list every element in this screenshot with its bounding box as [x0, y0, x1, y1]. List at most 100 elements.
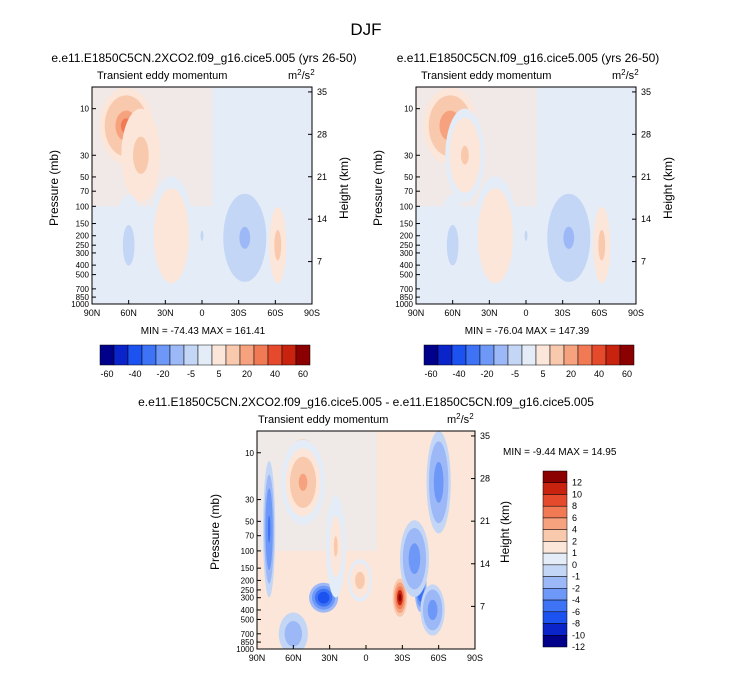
panel-3-units: m2/s2: [447, 412, 474, 426]
colorbar-label: -2: [572, 583, 580, 593]
y2-tick-label: 7: [480, 601, 485, 611]
colorbar-label: -5: [511, 369, 519, 379]
y-tick-label: 50: [80, 173, 89, 182]
colorbar-swatch: [253, 344, 269, 366]
colorbar-swatch: [542, 564, 568, 577]
y-tick-label: 150: [400, 220, 414, 229]
colorbar-label: -60: [424, 369, 437, 379]
contour-blob-3-4: [320, 594, 327, 601]
panel-1-units: m2/s2: [288, 68, 315, 82]
contour-blob-9-4: [524, 230, 528, 241]
colorbar-swatch: [507, 344, 523, 366]
colorbar-swatch: [542, 494, 568, 507]
colorbar-label: -6: [572, 607, 580, 617]
y2-tick-label: 35: [317, 87, 327, 97]
x-tick-label: 60N: [444, 308, 461, 318]
colorbar-swatch: [155, 344, 171, 366]
colorbar-label: 40: [270, 369, 280, 379]
x-tick-label: 90N: [84, 308, 101, 318]
colorbar-swatch: [465, 344, 481, 366]
colorbar-label: 5: [540, 369, 545, 379]
panel-3-y2label: Height (km): [498, 501, 512, 563]
y-tick-label: 70: [245, 532, 254, 541]
colorbar-label: -12: [572, 642, 585, 652]
contour-blob-4-4: [491, 223, 500, 248]
panel-2-stats: MIN = -76.04 MAX = 147.39: [465, 326, 590, 337]
colorbar-swatch: [437, 344, 453, 366]
y-tick-label: 500: [241, 615, 255, 624]
colorbar-swatch: [542, 623, 568, 636]
colorbar-label: -10: [572, 630, 585, 640]
y2-tick-label: 35: [480, 431, 490, 441]
x-tick-label: 0: [199, 308, 204, 318]
x-tick-label: 90N: [249, 653, 266, 663]
colorbar-swatch: [605, 344, 621, 366]
colorbar-label: -40: [128, 369, 141, 379]
y-tick-label: 250: [241, 586, 255, 595]
y2-tick-label: 28: [317, 129, 327, 139]
y-tick-label: 70: [80, 187, 89, 196]
y2-tick-label: 35: [641, 87, 651, 97]
x-tick-label: 0: [363, 653, 368, 663]
colorbar-swatch: [542, 552, 568, 566]
contour-blob-7-4: [411, 550, 418, 567]
colorbar-swatch: [535, 344, 551, 366]
y-tick-label: 250: [76, 241, 90, 250]
x-tick-label: 90S: [304, 308, 320, 318]
colorbar-label: 0: [572, 560, 577, 570]
y-tick-label: 100: [76, 202, 90, 211]
panel-3-plot: 90N 60N 30N 0 30S 60S 90S103050701001502002503…: [236, 430, 490, 663]
y-tick-label: 150: [241, 564, 255, 573]
y-tick-label: 1000: [236, 645, 254, 654]
colorbar-label: 60: [622, 369, 632, 379]
panel-3: e.e11.E1850C5CN.2XCO2.f09_g16.cice5.005 …: [138, 395, 617, 663]
colorbar-label: -4: [572, 595, 580, 605]
x-tick-label: 60S: [591, 308, 607, 318]
colorbar-swatch: [563, 344, 579, 366]
y-tick-label: 200: [241, 576, 255, 585]
y-tick-label: 300: [76, 249, 90, 258]
colorbar-swatch: [542, 599, 568, 613]
colorbar-label: -40: [452, 369, 465, 379]
contour-blob-11-4: [290, 629, 297, 639]
contour-blob-8-4: [430, 604, 436, 616]
x-tick-label: 30N: [321, 653, 338, 663]
contour-blob-6-4: [239, 226, 251, 249]
colorbar-label: -20: [480, 369, 493, 379]
y-tick-label: 500: [400, 271, 414, 280]
colorbar-label: 40: [594, 369, 604, 379]
x-tick-label: 60S: [431, 653, 447, 663]
colorbar-swatch: [197, 344, 213, 366]
y-tick-label: 200: [400, 232, 414, 241]
colorbar-label: -5: [187, 369, 195, 379]
y2-tick-label: 14: [317, 214, 327, 224]
colorbar-label: -20: [156, 369, 169, 379]
contour-blob-2-4: [460, 145, 469, 165]
y-tick-label: 10: [80, 105, 89, 114]
colorbar-swatch: [619, 344, 635, 366]
colorbar-swatch: [542, 635, 568, 648]
colorbar-swatch: [99, 344, 115, 366]
contour-blob-5-4: [398, 593, 402, 602]
y-tick-label: 10: [404, 105, 413, 114]
y-tick-label: 500: [76, 271, 90, 280]
y2-tick-label: 7: [641, 257, 646, 267]
colorbar-swatch: [267, 344, 283, 366]
contour-blob-10-4: [357, 576, 363, 585]
y-tick-label: 30: [80, 151, 89, 160]
diff-title: e.e11.E1850C5CN.2XCO2.f09_g16.cice5.005 …: [138, 395, 594, 409]
y-tick-label: 700: [400, 285, 414, 294]
colorbar-swatch: [542, 529, 568, 542]
colorbar-label: 60: [298, 369, 308, 379]
y2-tick-label: 21: [641, 172, 651, 182]
panel-2-ylabel: Pressure (mb): [371, 150, 385, 226]
contour-blob-2-4: [136, 145, 145, 165]
colorbar-swatch: [211, 344, 227, 366]
panel-3-ylabel: Pressure (mb): [208, 494, 222, 570]
colorbar-label: 1: [572, 548, 577, 558]
y-tick-label: 30: [245, 496, 254, 505]
y2-tick-label: 14: [641, 214, 651, 224]
y-tick-label: 100: [241, 547, 255, 556]
contour-blob-8-4: [125, 235, 132, 256]
x-tick-label: 90S: [467, 653, 483, 663]
